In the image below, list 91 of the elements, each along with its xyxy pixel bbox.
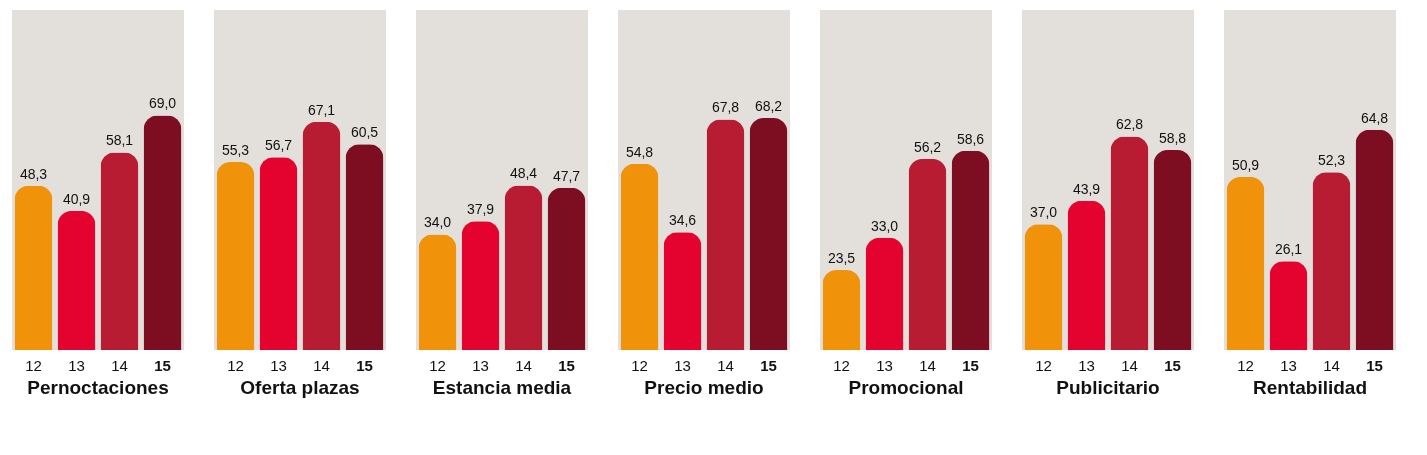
x-tick-label: 14: [111, 356, 128, 374]
x-tick-label: 13: [472, 356, 489, 374]
bar: [1110, 136, 1149, 350]
x-tick-label: 14: [1323, 356, 1340, 374]
bar: [547, 187, 586, 350]
data-label: 62,8: [1115, 116, 1144, 133]
bar: [504, 185, 543, 350]
bar: [1153, 150, 1192, 350]
data-label: 40,9: [62, 190, 91, 207]
data-label: 50,9: [1231, 156, 1260, 173]
text: Oferta plazas: [240, 377, 360, 398]
bar: [14, 185, 53, 350]
data-label: 56,2: [913, 138, 942, 155]
bar: [1226, 176, 1265, 350]
data-label: 68,2: [754, 98, 783, 115]
text: Precio medio: [644, 377, 764, 398]
data-label: 37,0: [1029, 204, 1058, 221]
bar: [865, 237, 904, 350]
bar: [1067, 200, 1106, 350]
x-tick-label: 12: [631, 356, 648, 374]
x-tick-label: 13: [876, 356, 893, 374]
x-tick-label: 12: [1237, 356, 1254, 374]
data-label: 58,1: [105, 132, 134, 149]
bar: [620, 163, 659, 350]
x-tick-label: 12: [227, 356, 244, 374]
data-label: 55,3: [221, 141, 250, 158]
bar: [143, 115, 182, 350]
x-tick-label: 15: [760, 356, 777, 374]
x-tick-label: 13: [270, 356, 287, 374]
text: Promocional: [848, 377, 964, 398]
x-tick-label: 13: [1078, 356, 1095, 374]
bar: [418, 234, 457, 350]
bar: [216, 161, 255, 350]
x-tick-label: 15: [154, 356, 171, 374]
x-tick-label: 12: [25, 356, 42, 374]
bar: [57, 210, 96, 350]
bar: [461, 221, 500, 350]
data-label: 48,4: [509, 165, 538, 182]
bar: [302, 121, 341, 350]
data-label: 33,0: [870, 217, 899, 234]
data-label: 58,6: [956, 130, 985, 147]
x-tick-label: 15: [962, 356, 979, 374]
x-tick-label: 14: [515, 356, 532, 374]
data-label: 23,5: [827, 250, 856, 267]
x-tick-label: 15: [356, 356, 373, 374]
x-tick-label: 13: [674, 356, 691, 374]
bar: [908, 158, 947, 350]
data-label: 26,1: [1274, 241, 1303, 258]
x-tick-label: 14: [919, 356, 936, 374]
data-label: 69,0: [148, 95, 177, 112]
data-label: 64,8: [1360, 109, 1389, 126]
bar: [1269, 261, 1308, 350]
text: Publicitario: [1056, 377, 1160, 398]
data-label: 54,8: [625, 143, 654, 160]
x-tick-label: 15: [1164, 356, 1181, 374]
x-tick-label: 15: [558, 356, 575, 374]
data-label: 34,6: [668, 212, 697, 229]
x-tick-label: 12: [1035, 356, 1052, 374]
bar: [822, 270, 861, 350]
x-tick-label: 15: [1366, 356, 1383, 374]
bar: [1312, 172, 1351, 350]
bar: [345, 144, 384, 350]
bar: [749, 118, 788, 350]
bar: [951, 150, 990, 350]
data-label: 43,9: [1072, 180, 1101, 197]
x-tick-label: 14: [717, 356, 734, 374]
bar: [259, 157, 298, 350]
bar: [100, 152, 139, 350]
text: Pernoctaciones: [27, 377, 169, 398]
data-label: 58,8: [1158, 130, 1187, 147]
data-label: 67,1: [307, 101, 336, 118]
data-label: 37,9: [466, 201, 495, 218]
x-tick-label: 12: [833, 356, 850, 374]
data-label: 67,8: [711, 99, 740, 116]
x-tick-label: 12: [429, 356, 446, 374]
data-label: 56,7: [264, 137, 293, 154]
data-label: 60,5: [350, 124, 379, 141]
bar: [1355, 129, 1394, 350]
bar: [1024, 224, 1063, 350]
data-label: 47,7: [552, 167, 581, 184]
text: Rentabilidad: [1252, 377, 1368, 398]
x-tick-label: 14: [313, 356, 330, 374]
x-tick-label: 13: [1280, 356, 1297, 374]
data-label: 48,3: [19, 165, 48, 182]
bar: [663, 232, 702, 350]
bar: [706, 119, 745, 350]
x-tick-label: 14: [1121, 356, 1138, 374]
text: Estancia media: [432, 377, 572, 398]
x-tick-label: 13: [68, 356, 85, 374]
data-label: 34,0: [423, 214, 452, 231]
data-label: 52,3: [1317, 152, 1346, 169]
